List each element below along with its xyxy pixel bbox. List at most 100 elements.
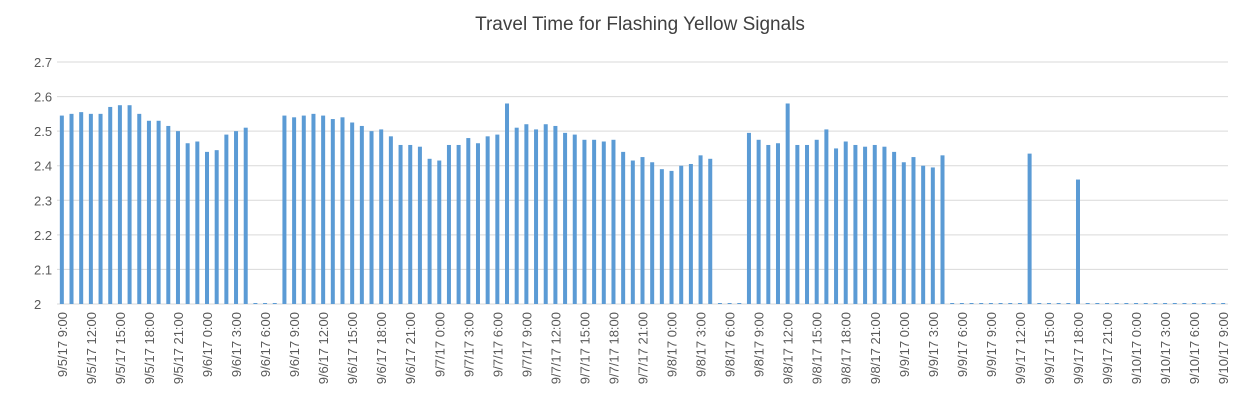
x-tick-label: 9/7/17 21:00	[636, 312, 651, 384]
bar	[640, 157, 645, 304]
bar	[534, 129, 539, 304]
x-tick-label: 9/7/17 3:00	[461, 312, 476, 377]
bar	[175, 131, 180, 304]
bar	[814, 139, 819, 304]
x-tick-label: 9/10/17 9:00	[1216, 312, 1231, 384]
chart-title: Travel Time for Flashing Yellow Signals	[475, 14, 805, 35]
bar	[495, 134, 500, 304]
bar	[921, 165, 926, 304]
x-tick-label: 9/10/17 0:00	[1129, 312, 1144, 384]
bar	[359, 125, 364, 304]
bar	[950, 303, 955, 304]
bar	[998, 303, 1003, 304]
bar	[969, 303, 974, 304]
bar	[79, 112, 84, 304]
bar	[243, 127, 248, 304]
bar	[1114, 303, 1119, 304]
bar	[282, 115, 287, 304]
bar	[746, 132, 751, 304]
bar	[137, 113, 142, 304]
bar	[1085, 303, 1090, 304]
bar	[775, 143, 780, 304]
bar	[930, 167, 935, 304]
bar	[379, 129, 384, 304]
bar	[940, 155, 945, 304]
bar	[59, 115, 64, 304]
bar	[311, 113, 316, 304]
bar	[292, 117, 297, 304]
x-tick-label: 9/5/17 12:00	[84, 312, 99, 384]
bar	[446, 144, 451, 304]
x-tick-label: 9/8/17 0:00	[665, 312, 680, 377]
bar	[572, 134, 577, 304]
bar	[263, 303, 268, 304]
bar	[272, 303, 277, 304]
bar	[872, 144, 877, 304]
bar	[108, 106, 113, 304]
bar	[1017, 303, 1022, 304]
bar	[863, 146, 868, 304]
bar	[959, 303, 964, 304]
bar	[1201, 303, 1206, 304]
bar	[505, 103, 510, 304]
bar	[892, 151, 897, 304]
x-tick-label: 9/5/17 15:00	[113, 312, 128, 384]
x-tick-label: 9/8/17 6:00	[723, 312, 738, 377]
bar	[466, 138, 471, 304]
bar	[679, 165, 684, 304]
bar	[146, 120, 151, 305]
bar	[195, 141, 200, 304]
x-tick-label: 9/9/17 21:00	[1100, 312, 1115, 384]
x-tick-label: 9/5/17 18:00	[142, 312, 157, 384]
bar	[369, 131, 374, 304]
x-tick-label: 9/9/17 12:00	[1013, 312, 1028, 384]
bar	[630, 160, 635, 304]
bar	[1027, 153, 1032, 304]
x-tick-label: 9/9/17 6:00	[955, 312, 970, 377]
bar	[185, 143, 190, 304]
bar	[659, 169, 664, 304]
x-tick-label: 9/6/17 3:00	[229, 312, 244, 377]
bar	[1066, 303, 1071, 304]
x-tick-label: 9/9/17 18:00	[1071, 312, 1086, 384]
bar	[485, 136, 490, 304]
bar	[727, 303, 732, 304]
bar	[717, 303, 722, 304]
bar	[688, 163, 693, 304]
bar	[1192, 303, 1197, 304]
bar	[553, 125, 558, 304]
x-tick-label: 9/8/17 21:00	[868, 312, 883, 384]
y-tick-label: 2.5	[34, 124, 52, 139]
bar	[611, 139, 616, 304]
x-tick-label: 9/5/17 9:00	[55, 312, 70, 377]
x-tick-label: 9/10/17 3:00	[1158, 312, 1173, 384]
bar	[1134, 303, 1139, 304]
x-tick-label: 9/6/17 18:00	[374, 312, 389, 384]
x-tick-label: 9/7/17 6:00	[490, 312, 505, 377]
bar	[224, 134, 229, 304]
bar	[1105, 303, 1110, 304]
y-tick-label: 2.3	[34, 193, 52, 208]
bar	[1037, 303, 1042, 304]
bar	[698, 155, 703, 304]
bar	[475, 143, 480, 304]
bar	[205, 151, 210, 304]
bar	[882, 146, 887, 304]
bar	[737, 303, 742, 304]
x-tick-label: 9/9/17 9:00	[984, 312, 999, 377]
y-tick-label: 2.7	[34, 55, 52, 70]
bar	[427, 158, 432, 304]
bar	[234, 131, 239, 304]
bar	[592, 139, 597, 304]
x-tick-label: 9/7/17 9:00	[519, 312, 534, 377]
y-tick-label: 2	[34, 297, 41, 312]
bar	[524, 124, 529, 304]
x-tick-label: 9/6/17 9:00	[287, 312, 302, 377]
bar	[756, 139, 761, 304]
bar	[398, 144, 403, 304]
bar	[543, 124, 548, 304]
bar	[911, 157, 916, 304]
bar	[514, 127, 519, 304]
x-tick-label: 9/6/17 0:00	[200, 312, 215, 377]
